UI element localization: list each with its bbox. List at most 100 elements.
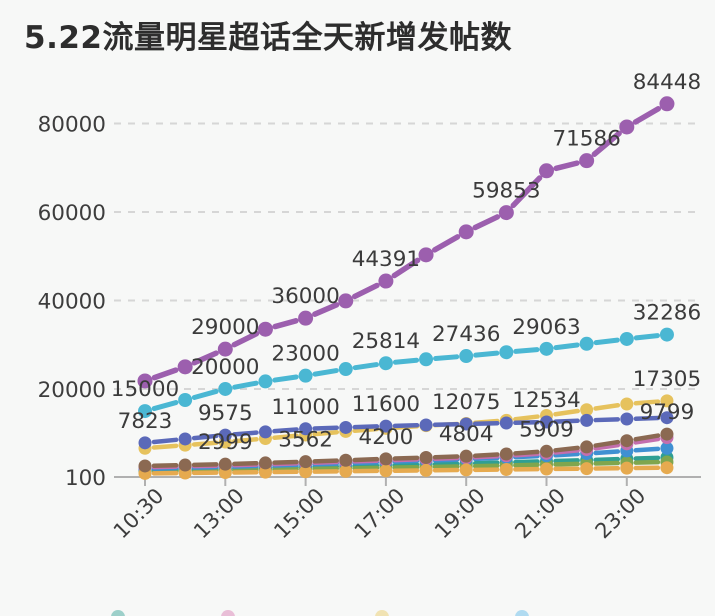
y-axis-label: 20000	[38, 378, 106, 403]
series-segment	[433, 354, 460, 362]
data-point	[419, 463, 433, 477]
data-point	[258, 456, 272, 470]
series-segment	[472, 460, 500, 466]
series-indigo	[138, 411, 674, 450]
series-segment	[553, 342, 580, 351]
data-point	[580, 462, 594, 476]
series-segment	[513, 414, 540, 422]
data-label: 27436	[432, 322, 500, 347]
series-segment	[593, 442, 621, 451]
series-segment	[312, 302, 340, 317]
series-segment	[633, 333, 661, 341]
data-label: 7823	[118, 409, 173, 434]
data-point	[539, 341, 554, 356]
data-point	[299, 465, 313, 479]
data-label: 2999	[198, 430, 253, 455]
series-segment	[392, 455, 420, 461]
series-segment	[472, 214, 501, 231]
data-point	[419, 352, 434, 367]
data-point	[178, 393, 193, 408]
series-segment	[232, 460, 259, 467]
data-label: 5909	[519, 417, 574, 442]
series-segment	[553, 458, 580, 464]
data-point	[660, 461, 674, 475]
series-segment	[191, 433, 219, 441]
data-point	[579, 153, 595, 169]
x-axis-label: 15:00	[269, 484, 329, 544]
y-axis-label: 40000	[38, 289, 106, 314]
data-point	[258, 374, 273, 389]
legend-dot	[515, 610, 529, 616]
chart-title: 5.22流量明星超话全天新增发帖数	[24, 20, 512, 56]
data-point	[659, 96, 675, 112]
data-point	[660, 394, 674, 408]
x-axis-label: 17:00	[350, 484, 410, 544]
data-point	[620, 412, 634, 426]
data-label: 3562	[278, 428, 333, 453]
series-segment	[391, 257, 421, 279]
data-point	[178, 432, 192, 446]
data-label: 23000	[271, 342, 339, 367]
data-point	[540, 444, 553, 458]
data-label: 12075	[432, 390, 500, 415]
series-segment	[312, 368, 339, 377]
series-segment	[151, 367, 179, 381]
data-point	[619, 119, 635, 135]
series-segment	[392, 357, 420, 365]
series-segment	[593, 449, 621, 456]
data-label: 36000	[271, 284, 339, 309]
data-label: 17305	[633, 367, 701, 392]
data-point	[660, 411, 674, 425]
data-point	[660, 441, 674, 455]
series-segment	[513, 459, 540, 465]
series-segment	[513, 419, 540, 426]
series-amber	[138, 461, 674, 480]
series-segment	[432, 454, 460, 460]
data-label: 11600	[352, 392, 420, 417]
data-point	[298, 368, 313, 383]
data-point	[499, 345, 514, 360]
legend-dot	[111, 610, 125, 616]
data-label: 32286	[633, 301, 701, 326]
x-axis-label: 21:00	[510, 484, 570, 544]
series-segment	[593, 439, 621, 448]
data-point	[540, 415, 553, 429]
data-point	[419, 451, 433, 465]
data-label: 71586	[552, 127, 620, 152]
legend-dot	[375, 610, 389, 616]
x-axis-label: 23:00	[591, 484, 651, 544]
series-segment	[312, 458, 340, 464]
data-label: 20000	[191, 355, 259, 380]
series-segment	[232, 430, 259, 437]
series-segment	[593, 337, 620, 346]
data-point	[298, 310, 314, 326]
data-point	[620, 397, 634, 411]
series-segment	[593, 456, 621, 463]
data-point	[499, 416, 513, 430]
series-segment	[593, 403, 621, 411]
series-segment	[553, 451, 580, 458]
data-point	[338, 362, 353, 377]
data-point	[138, 436, 152, 450]
data-point	[418, 247, 434, 263]
series-segment	[191, 440, 219, 447]
data-point	[378, 273, 394, 289]
data-point	[217, 341, 233, 357]
data-point	[458, 224, 474, 240]
data-point	[498, 205, 514, 221]
series-segment	[632, 106, 662, 125]
data-point	[660, 427, 674, 441]
data-label: 59853	[472, 179, 540, 204]
data-point	[379, 464, 393, 478]
y-axis-label: 60000	[38, 201, 106, 226]
series-segment	[151, 400, 179, 412]
data-label: 9799	[640, 400, 695, 425]
series-segment	[231, 330, 260, 348]
series-segment	[633, 446, 661, 453]
data-point	[218, 457, 232, 471]
series-segment	[633, 433, 661, 442]
data-label: 84448	[633, 70, 701, 95]
series-segment	[473, 350, 500, 358]
series-segment	[272, 459, 299, 465]
